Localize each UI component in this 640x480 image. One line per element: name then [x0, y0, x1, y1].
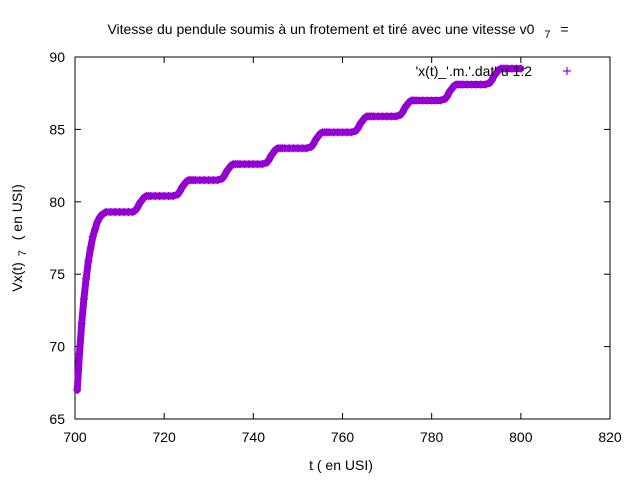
x-tick-label: 800	[509, 429, 533, 445]
data-point	[481, 80, 490, 89]
x-axis: 700 720 740 760 780 800 820	[63, 57, 622, 445]
x-axis-label: t ( en USI)	[309, 457, 373, 473]
data-point	[443, 92, 452, 101]
data-point	[84, 257, 93, 266]
x-tick-label: 720	[152, 429, 176, 445]
x-tick-label: 760	[331, 429, 355, 445]
x-tick-label: 820	[598, 429, 622, 445]
legend-marker-icon	[563, 67, 571, 75]
data-point	[354, 123, 363, 132]
data-point	[220, 171, 229, 180]
data-point	[258, 160, 267, 169]
x-tick-label: 700	[63, 429, 87, 445]
data-point	[487, 76, 496, 85]
x-tick-label: 740	[242, 429, 266, 445]
plot-frame	[74, 56, 611, 420]
data-point	[88, 232, 97, 241]
data-point	[398, 108, 407, 117]
data-point	[213, 176, 222, 185]
chart-title-tail: =	[560, 21, 568, 37]
data-point	[82, 274, 91, 283]
data-point	[86, 244, 95, 253]
series-band	[73, 65, 525, 394]
data-point	[79, 294, 88, 303]
legend-marker-plus	[563, 67, 571, 75]
data-point	[175, 187, 184, 196]
legend-label: 'x(t)_'.m.'.dat' u 1:2	[415, 63, 532, 79]
data-point	[309, 139, 318, 148]
data-point	[347, 128, 356, 137]
series-points	[73, 64, 525, 395]
data-point	[73, 386, 82, 395]
y-axis-label-subscript: 7	[17, 250, 29, 256]
y-axis-label-main: Vx(t)	[9, 262, 25, 292]
data-point	[392, 112, 400, 121]
data-point	[169, 192, 178, 201]
data-point	[91, 225, 100, 234]
data-point	[264, 155, 273, 164]
x-tick-label: 780	[420, 429, 444, 445]
y-tick-label: 75	[49, 266, 65, 282]
data-point	[436, 96, 445, 105]
data-point	[93, 218, 102, 227]
data-point	[133, 203, 142, 212]
y-tick-label: 65	[49, 411, 65, 427]
data-point	[77, 319, 86, 328]
y-tick-label: 90	[49, 49, 65, 65]
data-point	[302, 144, 311, 153]
data-point	[516, 64, 525, 73]
y-axis: 65 70 75 80 85 90	[49, 49, 610, 427]
y-axis-label-tail: ( en USI)	[9, 184, 25, 240]
y-tick-label: 70	[49, 339, 65, 355]
y-tick-label: 80	[49, 194, 65, 210]
chart-title-subscript: 7	[544, 29, 550, 41]
chart-title: Vitesse du pendule soumis à un frotement…	[107, 21, 568, 41]
chart-title-main: Vitesse du pendule soumis à un frotement…	[107, 21, 534, 37]
data-point	[75, 349, 84, 358]
y-axis-label: Vx(t) 7 ( en USI)	[9, 184, 29, 291]
legend: 'x(t)_'.m.'.dat' u 1:2	[415, 63, 571, 79]
y-tick-label: 85	[49, 121, 65, 137]
